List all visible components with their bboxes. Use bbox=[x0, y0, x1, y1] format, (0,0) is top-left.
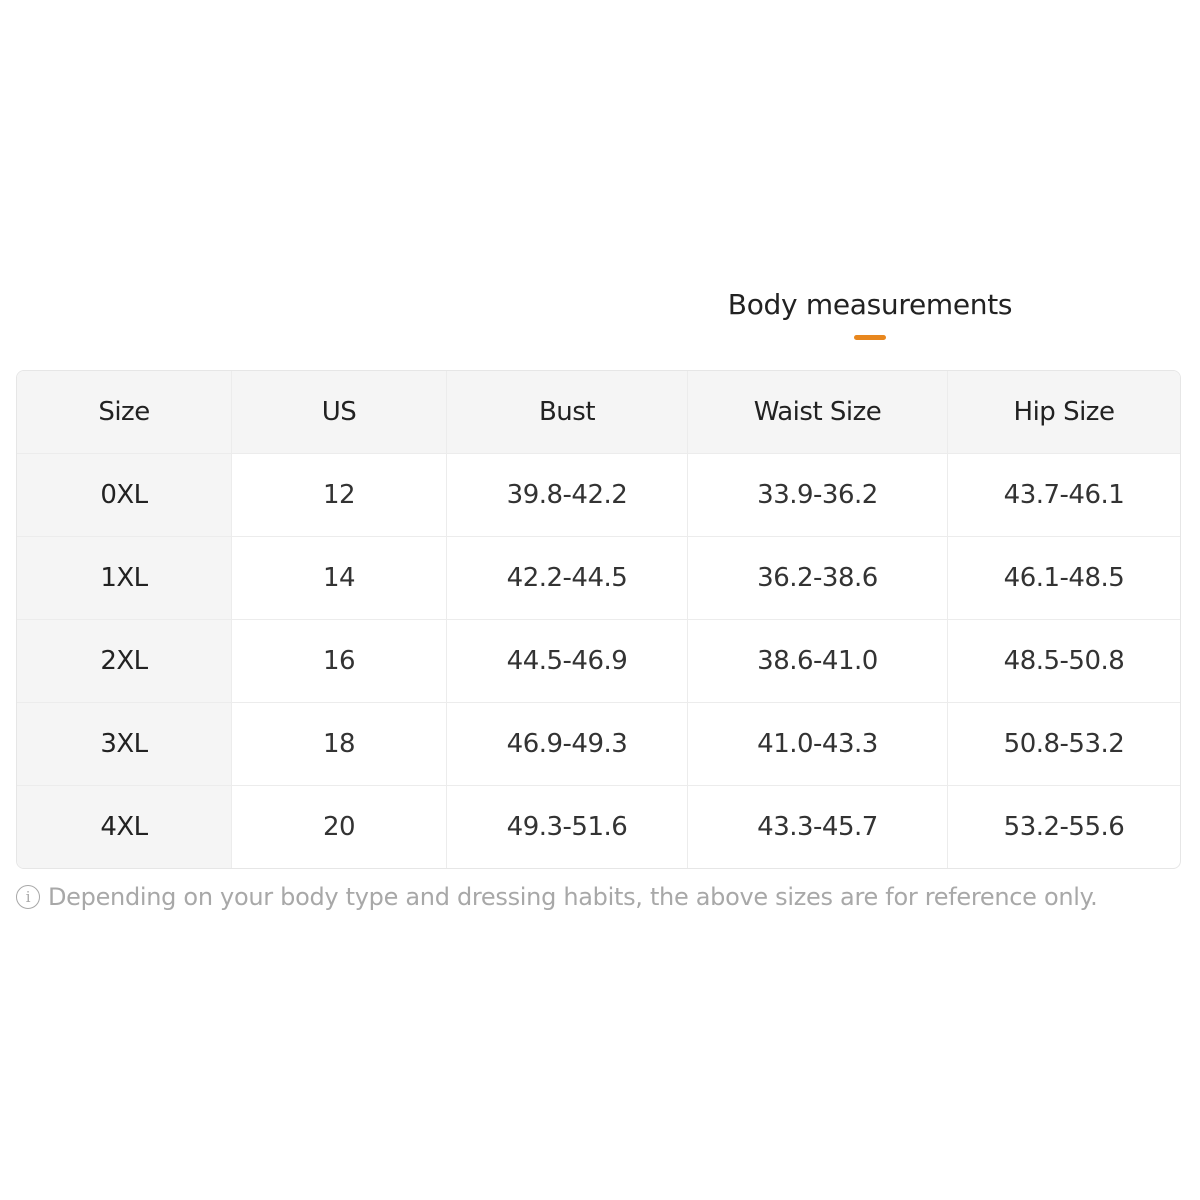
table-cell: 20 bbox=[232, 786, 447, 868]
table-row: 2XL 16 44.5-46.9 38.6-41.0 48.5-50.8 bbox=[17, 620, 1180, 703]
size-label-cell: 0XL bbox=[17, 454, 232, 537]
table-cell: 39.8-42.2 bbox=[447, 454, 688, 537]
table-row: 0XL 12 39.8-42.2 33.9-36.2 43.7-46.1 bbox=[17, 454, 1180, 537]
table-row: 3XL 18 46.9-49.3 41.0-43.3 50.8-53.2 bbox=[17, 703, 1180, 786]
table-cell: 46.1-48.5 bbox=[948, 537, 1180, 620]
table-row: 4XL 20 49.3-51.6 43.3-45.7 53.2-55.6 bbox=[17, 786, 1180, 868]
column-header: Bust bbox=[447, 371, 688, 454]
size-label-cell: 1XL bbox=[17, 537, 232, 620]
size-label-cell: 2XL bbox=[17, 620, 232, 703]
size-label-cell: 4XL bbox=[17, 786, 232, 868]
table-header-row: Size US Bust Waist Size Hip Size bbox=[17, 371, 1180, 454]
table-cell: 36.2-38.6 bbox=[688, 537, 948, 620]
table-cell: 44.5-46.9 bbox=[447, 620, 688, 703]
column-header: Hip Size bbox=[948, 371, 1180, 454]
table-cell: 41.0-43.3 bbox=[688, 703, 948, 786]
table-cell: 16 bbox=[232, 620, 447, 703]
tab-body-measurements[interactable]: Body measurements bbox=[727, 288, 1013, 321]
table-cell: 48.5-50.8 bbox=[948, 620, 1180, 703]
size-chart-table: Size US Bust Waist Size Hip Size 0XL 12 39.8-4… bbox=[16, 370, 1181, 869]
table-cell: 42.2-44.5 bbox=[447, 537, 688, 620]
column-header: Size bbox=[17, 371, 232, 454]
info-icon: i bbox=[16, 885, 40, 909]
column-header: Waist Size bbox=[688, 371, 948, 454]
table-cell: 18 bbox=[232, 703, 447, 786]
note-text: Depending on your body type and dressing… bbox=[48, 883, 1098, 911]
size-label-cell: 3XL bbox=[17, 703, 232, 786]
table-row: 1XL 14 42.2-44.5 36.2-38.6 46.1-48.5 bbox=[17, 537, 1180, 620]
table-cell: 12 bbox=[232, 454, 447, 537]
table-cell: 33.9-36.2 bbox=[688, 454, 948, 537]
table-cell: 38.6-41.0 bbox=[688, 620, 948, 703]
table-cell: 43.3-45.7 bbox=[688, 786, 948, 868]
table-cell: 46.9-49.3 bbox=[447, 703, 688, 786]
table-cell: 49.3-51.6 bbox=[447, 786, 688, 868]
table-cell: 43.7-46.1 bbox=[948, 454, 1180, 537]
reference-note: i Depending on your body type and dressi… bbox=[16, 883, 1098, 911]
column-header: US bbox=[232, 371, 447, 454]
active-tab-indicator bbox=[854, 335, 886, 340]
table-cell: 50.8-53.2 bbox=[948, 703, 1180, 786]
table-cell: 14 bbox=[232, 537, 447, 620]
table-cell: 53.2-55.6 bbox=[1003, 812, 1125, 842]
